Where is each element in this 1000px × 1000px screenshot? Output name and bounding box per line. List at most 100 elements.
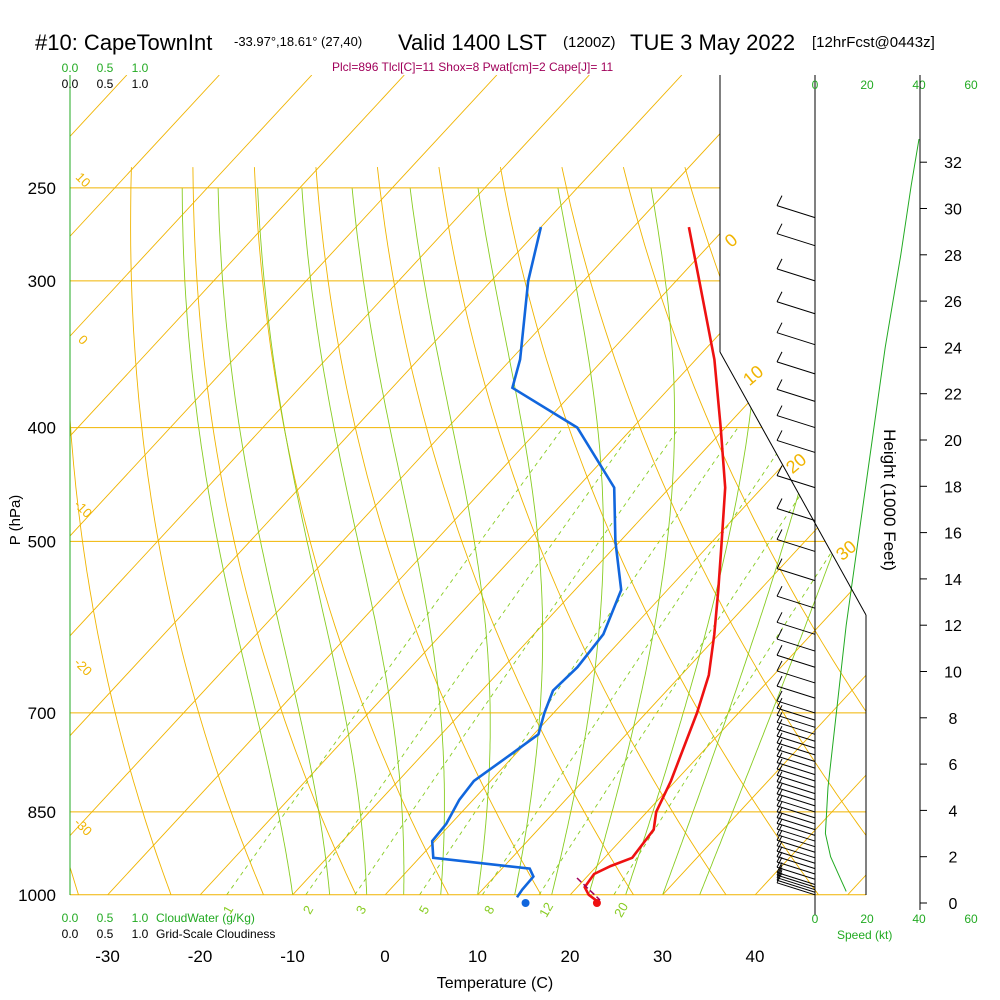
wind-barb-flag xyxy=(776,195,783,206)
wind-barb-flag xyxy=(776,465,783,476)
moist-adiabat-line xyxy=(217,187,331,895)
wind-barb xyxy=(776,856,816,870)
isotherm-line xyxy=(70,75,590,895)
wind-barb-flag xyxy=(776,872,783,884)
wind-barb xyxy=(776,439,816,453)
wind-barb xyxy=(776,415,816,429)
isotherm-line xyxy=(384,75,866,895)
wind-barb-flag xyxy=(776,705,783,716)
mixing-ratio-line xyxy=(613,427,866,895)
height-tick-label: 8 xyxy=(949,711,958,728)
mixing-ratio-line xyxy=(482,427,795,895)
pressure-tick-label: 700 xyxy=(28,704,56,723)
wind-barb xyxy=(776,877,816,891)
cloud-scale-top-green: 0.0 xyxy=(62,61,79,75)
wind-barb xyxy=(776,728,816,742)
wind-barb-flag xyxy=(776,765,783,776)
dry-adiabat-line xyxy=(192,167,369,895)
wind-barb xyxy=(776,568,816,582)
dry-adiabat-label: 30 xyxy=(832,536,860,564)
pressure-tick-label: 500 xyxy=(28,532,56,551)
dry-adiabat-line xyxy=(253,167,463,895)
moist-adiabat-line xyxy=(409,187,491,895)
wind-barb-flag xyxy=(776,351,783,363)
isotherm-line xyxy=(199,75,866,895)
surface-temperature-marker xyxy=(592,899,601,907)
mixing-ratio-label: 12 xyxy=(536,900,556,920)
cloud-scale-top-black: 1.0 xyxy=(132,77,149,91)
parcel-path-line xyxy=(576,877,601,901)
wind-barb xyxy=(776,817,816,831)
cloud-scale-bottom-black: 1.0 xyxy=(132,927,149,941)
height-tick-label: 22 xyxy=(944,387,962,404)
wind-barb xyxy=(776,845,816,859)
y-axis-label: P (hPa) xyxy=(7,495,24,546)
sounding-profiles xyxy=(430,226,727,907)
dewpoint-profile-line xyxy=(430,226,623,899)
wind-barb-flag xyxy=(776,498,783,509)
x-axis-label: Temperature (C) xyxy=(437,975,553,992)
wind-barb xyxy=(776,805,816,819)
wind-barb-flag xyxy=(776,223,783,234)
wind-speed-tick-top: 40 xyxy=(912,78,926,92)
moist-adiabat-line xyxy=(301,187,405,895)
isotherm-line xyxy=(70,75,775,895)
wind-speed-tick-bottom: 20 xyxy=(860,912,874,926)
isotherm-line xyxy=(70,75,313,895)
cloud-scale-top-black: 0.5 xyxy=(97,77,114,91)
height-tick-label: 24 xyxy=(944,340,962,357)
moist-adiabat-line xyxy=(699,187,866,895)
height-axis-label: Height (1000 Feet) xyxy=(880,429,899,571)
dry-adiabat-line xyxy=(745,166,866,895)
wind-barb-flag xyxy=(776,745,783,757)
wind-barb xyxy=(776,388,816,402)
isotherm-label: 0 xyxy=(75,332,91,348)
wind-barb-flag xyxy=(776,379,783,390)
mixing-ratio-line xyxy=(419,427,739,895)
height-tick-label: 16 xyxy=(944,526,962,543)
wind-barb-flag xyxy=(776,712,783,723)
height-tick-label: 18 xyxy=(944,479,962,496)
dry-adiabat-label: 10 xyxy=(739,361,767,389)
wind-barb-flag xyxy=(776,558,783,569)
wind-barb xyxy=(776,768,816,782)
wind-barb-flag xyxy=(776,739,783,750)
wind-barb xyxy=(776,781,816,795)
station-title: #10: CapeTownInt xyxy=(35,30,212,55)
wind-speed-tick-bottom: 40 xyxy=(912,912,926,926)
dry-adiabat-line xyxy=(438,167,744,895)
height-tick-label: 14 xyxy=(944,572,962,589)
wind-barb-flag xyxy=(776,870,783,881)
temperature-tick-label: 30 xyxy=(653,947,672,966)
temperature-tick-label: -20 xyxy=(188,947,213,966)
temperature-tick-label: 20 xyxy=(561,947,580,966)
wind-barb xyxy=(776,707,816,721)
cloud-scale-bottom-green: 0.0 xyxy=(62,911,79,925)
height-tick-label: 32 xyxy=(944,155,962,172)
wind-barb-flag xyxy=(776,732,783,744)
isotherm-label: -20 xyxy=(71,655,95,679)
isotherm-line xyxy=(0,75,34,895)
wind-barb xyxy=(776,595,816,609)
isotherm-label: 10 xyxy=(73,169,94,190)
dry-adiabat-line xyxy=(622,166,866,895)
wind-barb xyxy=(776,866,816,880)
isotherm-line xyxy=(847,75,866,895)
pressure-tick-label: 300 xyxy=(28,272,56,291)
height-tick-label: 12 xyxy=(944,618,962,635)
wind-barb xyxy=(776,755,816,769)
dry-adiabat-line xyxy=(70,167,181,895)
wind-barb-flag xyxy=(776,430,783,441)
wind-barb xyxy=(776,721,816,735)
stability-indices: Plcl=896 Tlcl[C]=11 Shox=8 Pwat[cm]=2 Ca… xyxy=(332,60,613,74)
dry-adiabat-line xyxy=(315,167,557,895)
height-tick-label: 10 xyxy=(944,665,962,682)
wind-barb xyxy=(776,700,816,714)
wind-barb xyxy=(776,822,816,836)
cloud-scale-bottom-green: 0.5 xyxy=(97,911,114,925)
cloudiness-label: Grid-Scale Cloudiness xyxy=(156,927,275,941)
height-tick-label: 26 xyxy=(944,294,962,311)
zulu-time: (1200Z) xyxy=(563,34,616,51)
temperature-profile-line xyxy=(583,226,727,902)
